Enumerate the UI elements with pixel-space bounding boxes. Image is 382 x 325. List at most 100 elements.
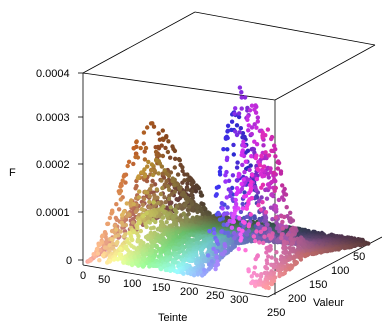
data-point <box>252 139 257 144</box>
data-point <box>217 217 223 222</box>
data-point <box>249 179 254 185</box>
data-point <box>241 177 246 182</box>
data-point <box>269 262 274 267</box>
data-point <box>275 166 281 171</box>
box-edge-top-right <box>274 44 376 101</box>
data-point <box>119 220 125 225</box>
data-point <box>157 137 163 142</box>
data-point <box>215 259 220 264</box>
x-tick-label: 50 <box>98 274 110 286</box>
data-point <box>163 200 168 205</box>
data-point <box>168 205 173 210</box>
data-point <box>114 227 119 232</box>
data-point <box>221 147 226 152</box>
data-point <box>121 174 127 179</box>
data-point <box>236 111 242 116</box>
data-point <box>141 130 147 135</box>
data-point <box>268 166 273 171</box>
data-point <box>185 181 190 186</box>
data-point <box>263 215 269 221</box>
data-point <box>257 240 262 245</box>
data-point <box>195 209 200 215</box>
data-point <box>254 176 260 182</box>
data-point <box>255 119 260 124</box>
data-point <box>247 108 253 113</box>
data-point <box>160 128 165 133</box>
data-point <box>309 251 315 257</box>
data-point <box>266 175 271 180</box>
data-point <box>142 174 148 179</box>
data-point <box>185 177 190 182</box>
data-point <box>182 172 187 177</box>
data-point <box>175 269 180 275</box>
data-point <box>189 182 194 187</box>
data-point <box>212 230 217 236</box>
data-point <box>266 153 272 158</box>
data-point <box>366 241 371 246</box>
data-point <box>281 250 286 255</box>
data-point <box>249 274 254 279</box>
data-point <box>136 174 141 179</box>
data-point <box>133 151 139 156</box>
y-tick-label: 200 <box>288 293 306 305</box>
data-point <box>281 245 286 251</box>
data-point <box>168 268 173 273</box>
data-point <box>278 169 284 174</box>
data-point <box>163 145 168 151</box>
data-point <box>131 202 136 207</box>
data-point <box>141 141 146 146</box>
data-point <box>139 206 145 212</box>
data-point <box>269 148 274 153</box>
data-point <box>152 168 157 173</box>
data-point <box>298 235 304 240</box>
x-tick-label: 150 <box>152 282 170 294</box>
data-point <box>236 174 241 179</box>
y-axis-label: Valeur <box>313 297 344 309</box>
data-point <box>199 209 204 214</box>
data-point <box>277 273 282 279</box>
data-point <box>256 203 261 208</box>
data-point <box>255 221 261 226</box>
data-point <box>240 206 246 211</box>
box-edge-bottom-right <box>267 236 382 298</box>
data-point <box>151 217 156 223</box>
data-point <box>117 191 122 196</box>
data-point <box>175 172 181 177</box>
data-point <box>148 226 154 231</box>
data-point <box>181 212 186 217</box>
data-point <box>164 220 169 225</box>
data-point <box>269 134 275 140</box>
data-point <box>224 195 229 200</box>
data-point <box>149 183 154 188</box>
data-point <box>100 253 106 258</box>
data-point <box>274 250 279 255</box>
y-tick-label: 50 <box>353 251 365 263</box>
data-point <box>170 215 175 220</box>
data-point <box>239 90 244 95</box>
data-point <box>99 234 105 239</box>
data-point <box>163 267 168 273</box>
data-point <box>233 106 238 111</box>
data-point <box>244 214 250 219</box>
data-point <box>252 265 258 270</box>
data-point <box>239 181 244 187</box>
data-point <box>168 155 173 160</box>
data-point <box>232 236 237 241</box>
data-point <box>207 229 212 234</box>
data-point <box>282 186 287 192</box>
data-point <box>240 143 245 148</box>
data-point <box>240 201 245 207</box>
data-point <box>246 224 251 229</box>
data-point <box>113 234 118 239</box>
data-point <box>151 124 157 129</box>
data-point <box>142 157 148 162</box>
data-point <box>260 200 265 205</box>
plot-box <box>82 11 382 298</box>
data-point <box>160 215 166 220</box>
data-point <box>96 243 102 248</box>
data-point <box>150 172 156 178</box>
data-point <box>189 192 194 197</box>
data-point <box>233 197 238 203</box>
data-point <box>263 210 269 215</box>
data-point <box>262 234 267 239</box>
